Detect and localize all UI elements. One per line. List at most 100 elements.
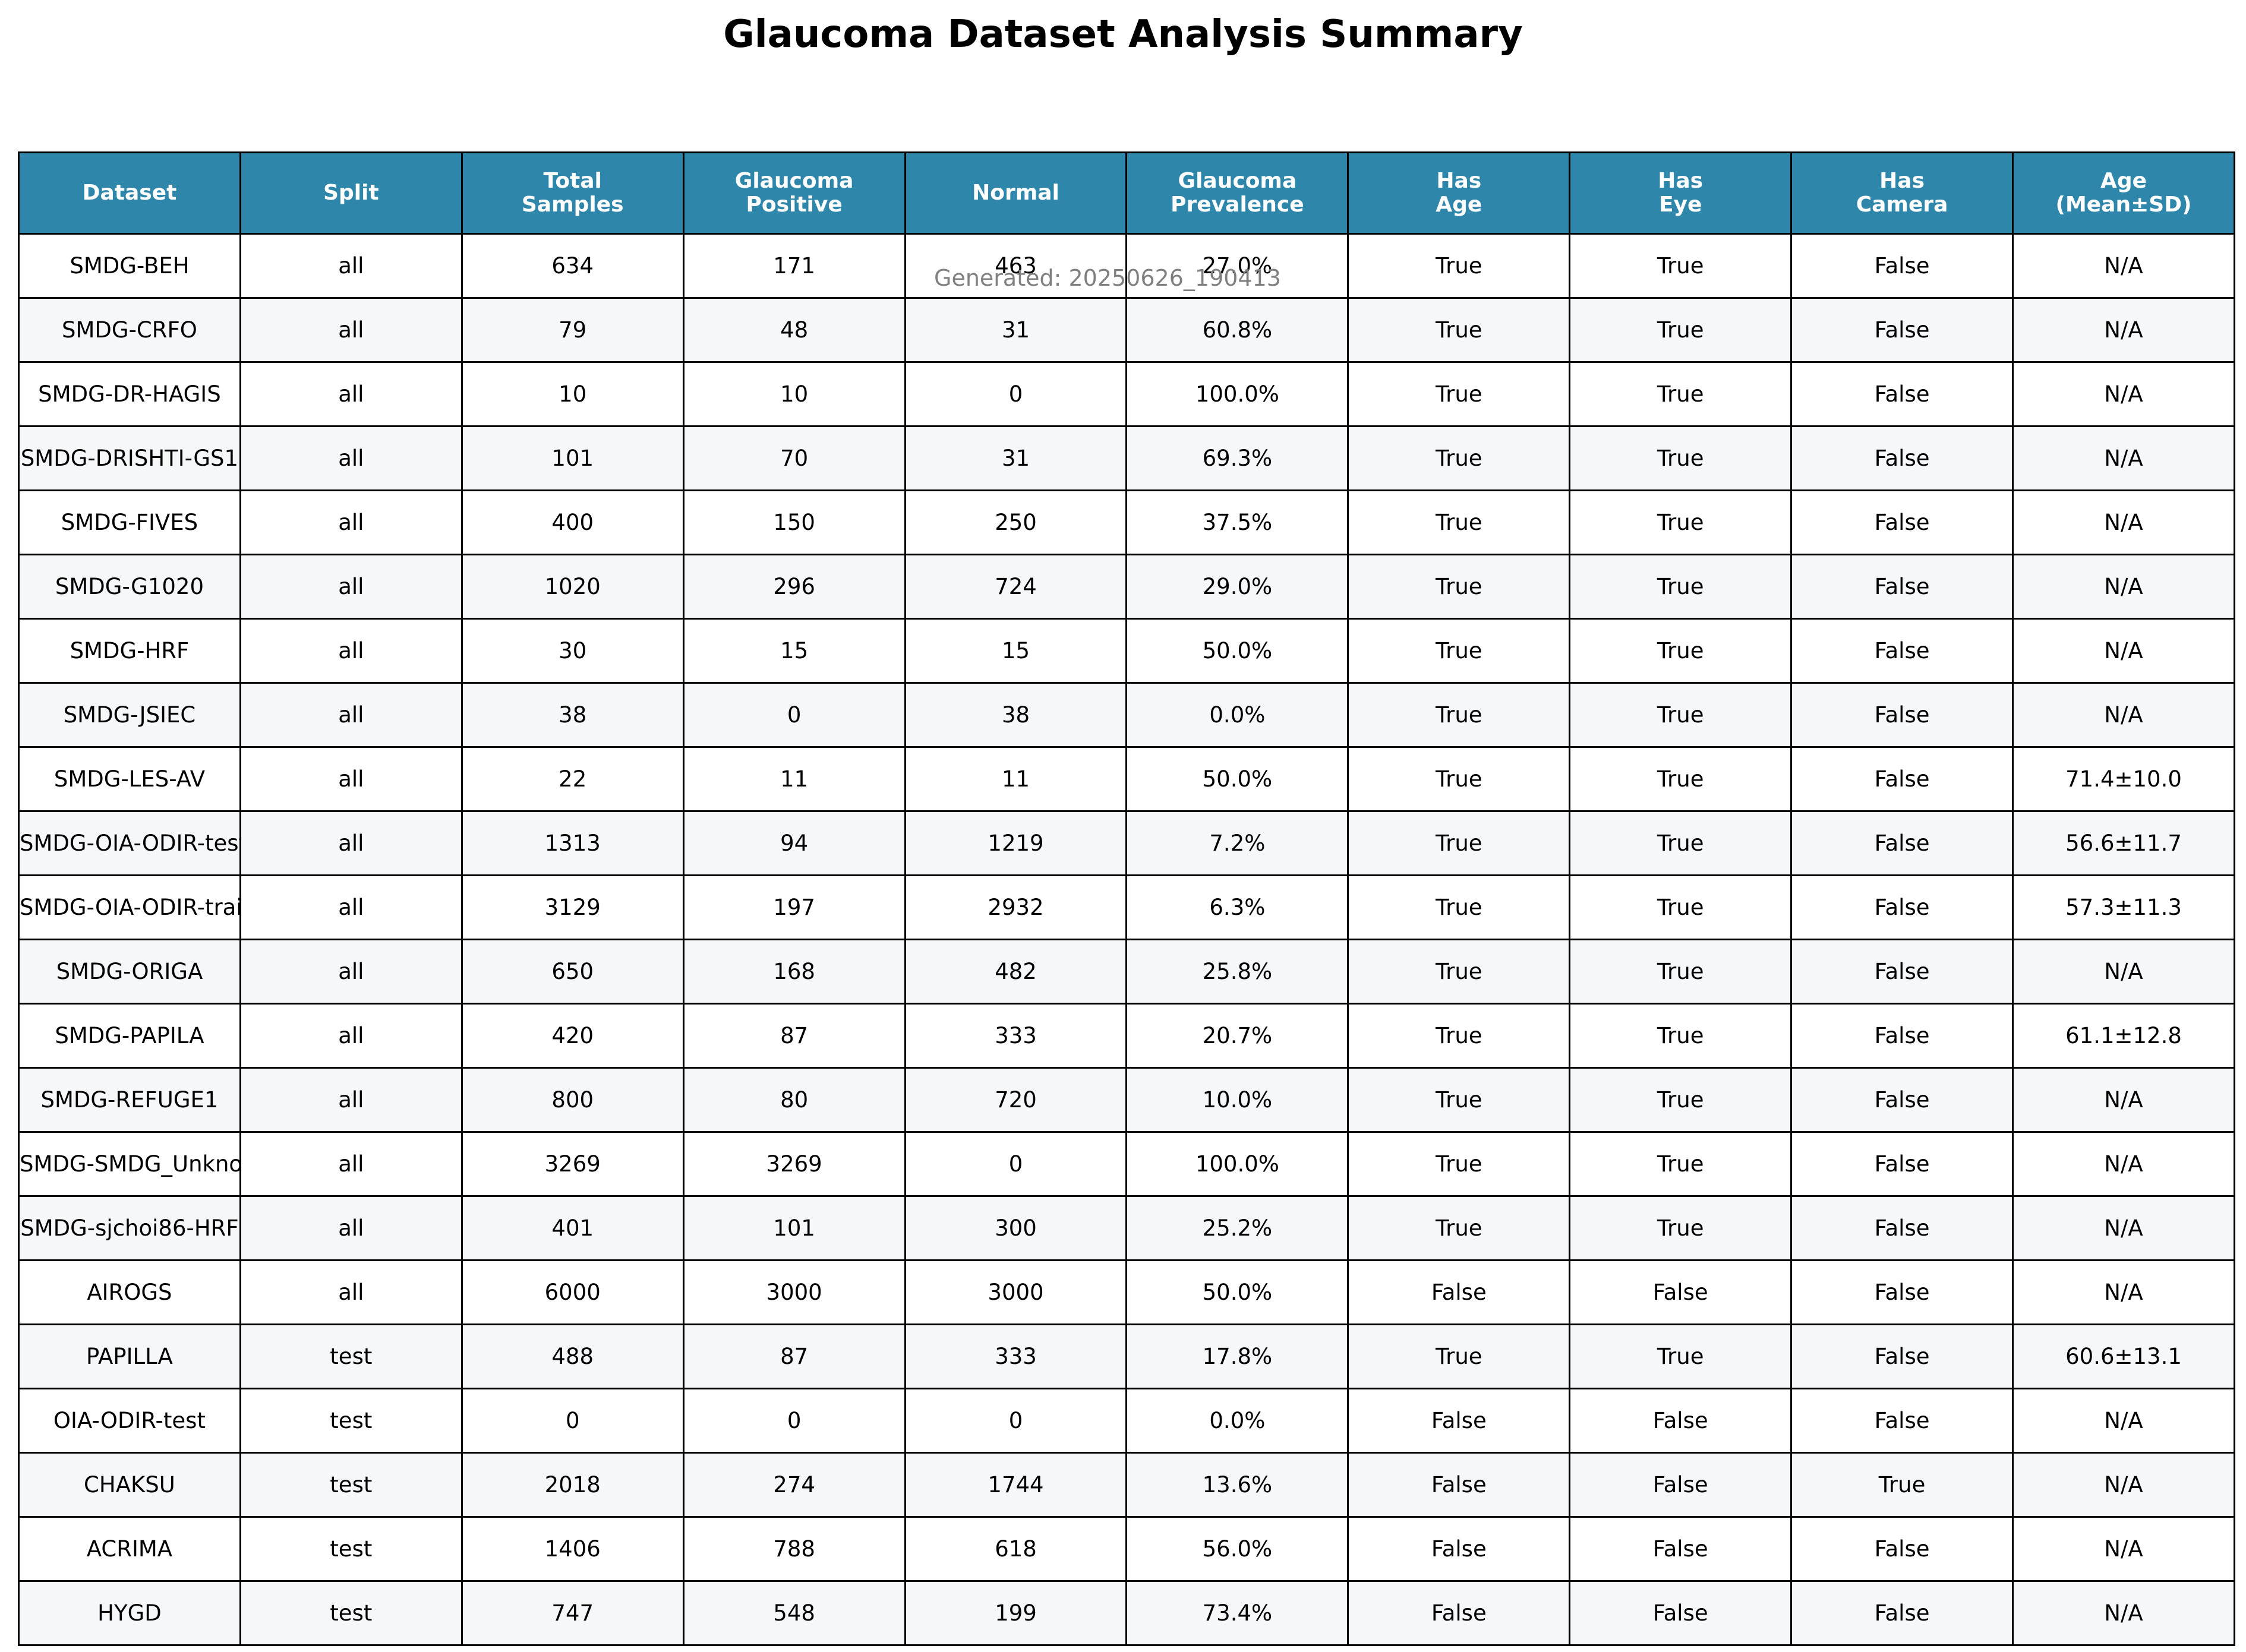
table-cell: all <box>239 425 463 491</box>
table-cell: True <box>1347 746 1571 812</box>
table-cell: N/A <box>2012 1195 2235 1261</box>
column-header: Has Eye <box>1569 151 1793 235</box>
table-cell: True <box>1347 682 1571 748</box>
column-header-line: Positive <box>746 192 843 217</box>
table-cell: 7.2% <box>1125 810 1349 876</box>
column-header-line: Has <box>1658 169 1704 193</box>
table-cell: True <box>1569 618 1793 684</box>
table-cell: 720 <box>904 1067 1128 1133</box>
table-cell: 0 <box>904 361 1128 427</box>
table-cell: 3000 <box>682 1259 906 1325</box>
table-cell: 274 <box>682 1452 906 1518</box>
table-cell: N/A <box>2012 1580 2235 1646</box>
table-cell: False <box>1347 1259 1571 1325</box>
table-cell: True <box>1569 361 1793 427</box>
table-row: SMDG-FIVES all 400 150 250 37.5% True True False… <box>18 489 2235 555</box>
table-cell: SMDG-PAPILA <box>18 1003 241 1069</box>
table-cell: False <box>1790 1324 2014 1389</box>
table-cell: SMDG-SMDG_Unknown <box>18 1131 241 1197</box>
table-cell: 1020 <box>460 554 684 620</box>
table-cell: False <box>1790 297 2014 363</box>
table-cell: False <box>1790 682 2014 748</box>
table-cell: all <box>239 810 463 876</box>
table-cell: 150 <box>682 489 906 555</box>
table-cell: 1219 <box>904 810 1128 876</box>
table-cell: 25.2% <box>1125 1195 1349 1261</box>
table-row: AIROGS all 6000 3000 3000 50.0% False False Fals… <box>18 1259 2235 1325</box>
table-cell: False <box>1790 1516 2014 1582</box>
table-cell: all <box>239 554 463 620</box>
header-row: Dataset Split Total Samples Glaucoma Positive… <box>18 151 2235 235</box>
table-cell: 0.0% <box>1125 1388 1349 1454</box>
table-cell: 488 <box>460 1324 684 1389</box>
table-cell: False <box>1790 489 2014 555</box>
table-cell: 650 <box>460 939 684 1005</box>
table-cell: 171 <box>682 233 906 299</box>
table-cell: True <box>1347 618 1571 684</box>
table-cell: all <box>239 1067 463 1133</box>
table-cell: True <box>1347 1324 1571 1389</box>
table-cell: all <box>239 297 463 363</box>
table-cell: test <box>239 1324 463 1389</box>
table-row: SMDG-sjchoi86-HRF all 401 101 300 25.2% True Tr… <box>18 1195 2235 1261</box>
table-cell: 788 <box>682 1516 906 1582</box>
table-cell: 199 <box>904 1580 1128 1646</box>
table-cell: 48 <box>682 297 906 363</box>
table-cell: 60.6±13.1 <box>2012 1324 2235 1389</box>
table-cell: SMDG-ORIGA <box>18 939 241 1005</box>
table-cell: 482 <box>904 939 1128 1005</box>
table-cell: 31 <box>904 297 1128 363</box>
table-cell: True <box>1347 1195 1571 1261</box>
table-cell: N/A <box>2012 233 2235 299</box>
column-header-line: Age <box>2100 169 2147 193</box>
table-cell: test <box>239 1388 463 1454</box>
table-cell: SMDG-DRISHTI-GS1 <box>18 425 241 491</box>
table-row: SMDG-OIA-ODIR-test all 1313 94 1219 7.2% True T… <box>18 810 2235 876</box>
table-cell: 0.0% <box>1125 682 1349 748</box>
table-cell: 300 <box>904 1195 1128 1261</box>
column-header: Age (Mean±SD) <box>2012 151 2235 235</box>
table-cell: False <box>1790 1003 2014 1069</box>
column-header: Dataset <box>18 151 241 235</box>
table-cell: 13.6% <box>1125 1452 1349 1518</box>
table-cell: 333 <box>904 1324 1128 1389</box>
table-cell: True <box>1347 1131 1571 1197</box>
table-cell: SMDG-G1020 <box>18 554 241 620</box>
table-cell: 548 <box>682 1580 906 1646</box>
column-header-line: Glaucoma <box>1178 169 1297 193</box>
table-cell: False <box>1790 1067 2014 1133</box>
table-cell: 2018 <box>460 1452 684 1518</box>
table-row: SMDG-OIA-ODIR-train all 3129 197 2932 6.3% Tru… <box>18 874 2235 940</box>
table-cell: 60.8% <box>1125 297 1349 363</box>
table-cell: False <box>1347 1516 1571 1582</box>
table-cell: False <box>1790 939 2014 1005</box>
table-cell: N/A <box>2012 939 2235 1005</box>
table-cell: all <box>239 361 463 427</box>
table-cell: False <box>1347 1388 1571 1454</box>
column-header-line: Has <box>1436 169 1482 193</box>
table-cell: 197 <box>682 874 906 940</box>
table-cell: all <box>239 746 463 812</box>
table-row: SMDG-PAPILA all 420 87 333 20.7% True True False… <box>18 1003 2235 1069</box>
table-cell: True <box>1569 746 1793 812</box>
table-cell: False <box>1790 1131 2014 1197</box>
table-cell: SMDG-DR-HAGIS <box>18 361 241 427</box>
table-cell: 17.8% <box>1125 1324 1349 1389</box>
table-cell: True <box>1569 939 1793 1005</box>
table-cell: 31 <box>904 425 1128 491</box>
table-cell: True <box>1569 233 1793 299</box>
table-cell: 1313 <box>460 810 684 876</box>
table-cell: True <box>1347 425 1571 491</box>
table-cell: True <box>1347 939 1571 1005</box>
table-cell: 10 <box>682 361 906 427</box>
table-cell: N/A <box>2012 425 2235 491</box>
table-cell: 101 <box>682 1195 906 1261</box>
table-cell: 2932 <box>904 874 1128 940</box>
table-cell: SMDG-CRFO <box>18 297 241 363</box>
table-cell: 61.1±12.8 <box>2012 1003 2235 1069</box>
column-header-line: Age <box>1436 192 1482 217</box>
table-cell: 10.0% <box>1125 1067 1349 1133</box>
table-cell: all <box>239 1195 463 1261</box>
table-cell: SMDG-BEH <box>18 233 241 299</box>
column-header: Has Age <box>1347 151 1571 235</box>
